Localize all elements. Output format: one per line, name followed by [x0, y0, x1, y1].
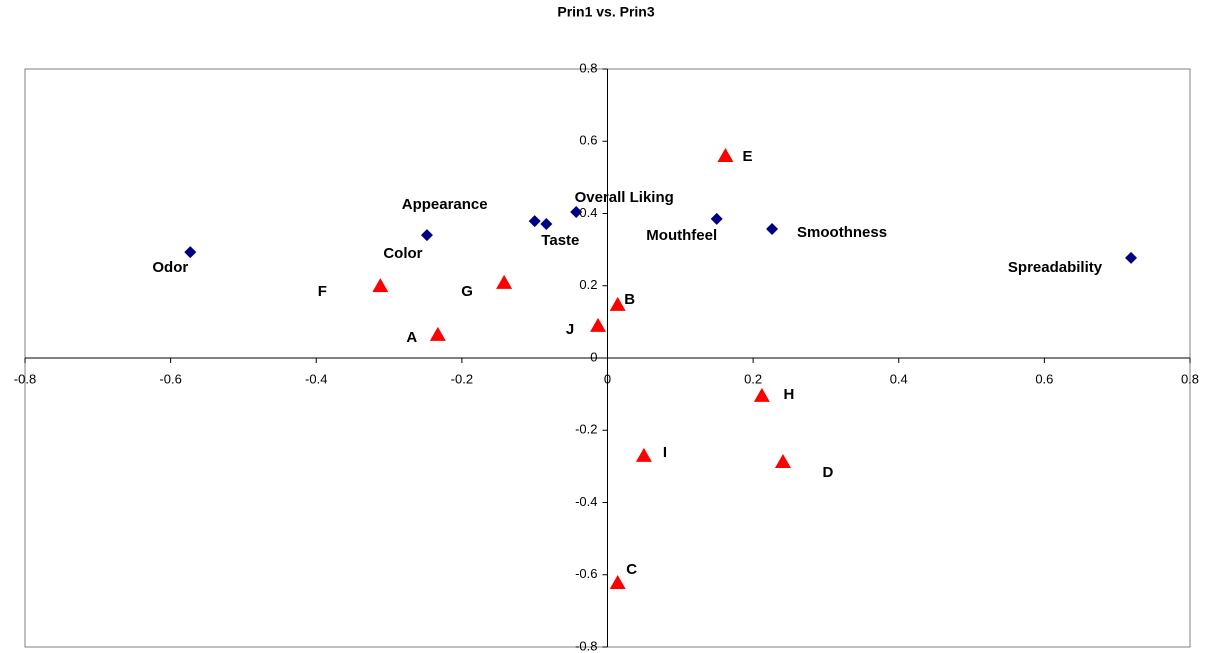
y-tick-label: 0.2	[579, 277, 597, 292]
y-tick-label: 0.8	[579, 60, 597, 75]
marker	[766, 223, 779, 236]
point-label: Smoothness	[797, 224, 887, 241]
marker	[609, 575, 626, 590]
point-label: D	[823, 464, 834, 481]
x-tick-label: 0.4	[890, 371, 908, 386]
y-tick-label: -0.2	[575, 422, 597, 437]
point-label: E	[742, 148, 752, 165]
marker	[372, 278, 389, 293]
marker	[184, 246, 197, 259]
marker	[710, 212, 723, 225]
point-label: Overall Liking	[575, 189, 674, 206]
point-label: Odor	[152, 259, 188, 276]
y-tick-label: 0.6	[579, 133, 597, 148]
marker	[774, 454, 791, 469]
marker	[429, 326, 446, 341]
marker	[717, 148, 734, 163]
x-tick-label: -0.8	[14, 371, 36, 386]
marker	[528, 215, 541, 228]
point-label: Appearance	[402, 196, 488, 213]
x-tick-label: 0.8	[1181, 371, 1199, 386]
point-label: I	[663, 444, 667, 461]
point-label: Spreadability	[1008, 259, 1103, 276]
point-label: A	[406, 329, 417, 346]
point-label: Mouthfeel	[646, 227, 717, 244]
x-tick-label: -0.2	[451, 371, 473, 386]
point-label: F	[318, 283, 327, 300]
x-tick-label: 0	[604, 371, 611, 386]
point-label: Color	[383, 245, 422, 262]
x-tick-label: -0.4	[305, 371, 327, 386]
marker	[540, 217, 553, 230]
y-tick-label: 0	[590, 349, 597, 364]
point-label: C	[626, 561, 637, 578]
x-tick-label: 0.6	[1035, 371, 1053, 386]
marker	[496, 274, 513, 289]
marker	[1125, 251, 1138, 264]
point-label: B	[624, 291, 635, 308]
marker	[753, 387, 770, 402]
point-label: J	[566, 321, 574, 338]
point-label: Taste	[541, 232, 579, 249]
y-tick-label: -0.8	[575, 638, 597, 653]
x-tick-label: -0.6	[159, 371, 181, 386]
y-tick-label: -0.6	[575, 566, 597, 581]
point-label: G	[461, 283, 473, 300]
x-tick-label: 0.2	[744, 371, 762, 386]
marker	[590, 317, 607, 332]
marker	[609, 296, 626, 311]
point-label: H	[783, 386, 794, 403]
marker	[635, 447, 652, 462]
chart-title: Prin1 vs. Prin3	[557, 4, 654, 20]
y-tick-label: 0.4	[579, 205, 597, 220]
marker	[570, 206, 583, 219]
y-tick-label: -0.4	[575, 494, 597, 509]
marker	[420, 229, 433, 242]
